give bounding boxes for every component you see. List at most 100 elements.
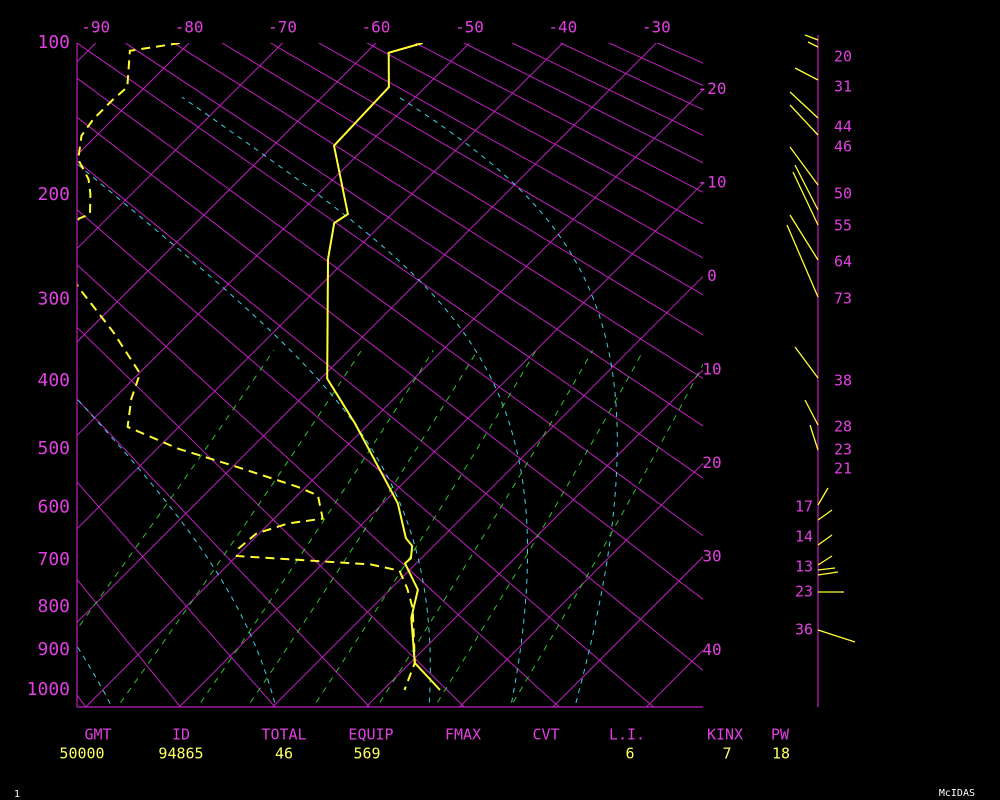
wind-barb <box>817 629 856 643</box>
y-tick-label: 400 <box>37 370 70 391</box>
wind-speed-label: 50 <box>834 185 852 203</box>
dry-adiabat <box>317 43 703 259</box>
wind-speed-label: 23 <box>834 441 852 459</box>
y-tick-label: 200 <box>37 184 70 205</box>
wind-speed-label: 36 <box>795 621 813 639</box>
right-tick-label: 40 <box>702 640 721 659</box>
y-tick-label: 100 <box>37 32 70 53</box>
wind-barb <box>817 487 829 506</box>
x-tick-label: -70 <box>268 18 297 37</box>
wind-speed-label: 28 <box>834 418 852 436</box>
wind-speed-label: 46 <box>834 138 852 156</box>
stat-value: 94865 <box>158 745 203 763</box>
wind-barb <box>804 34 819 41</box>
wind-speed-label: 21 <box>834 460 852 478</box>
wind-barb <box>809 424 819 451</box>
stat-header: GMT <box>84 726 111 744</box>
wind-barb <box>794 67 819 81</box>
dry-adiabat <box>124 43 703 427</box>
right-tick-label: 0 <box>707 266 717 285</box>
moist-adiabat <box>181 96 528 707</box>
isotherm <box>77 43 470 437</box>
stat-header: TOTAL <box>261 726 306 744</box>
stat-header: ID <box>172 726 190 744</box>
temperature-line <box>326 43 441 691</box>
wind-speed-label: 17 <box>795 498 813 516</box>
wind-barb <box>807 41 819 48</box>
right-tick-label: 20 <box>702 453 721 472</box>
wind-speed-label: 38 <box>834 372 852 390</box>
moist-adiabat <box>77 163 431 707</box>
stat-header: PW <box>771 726 790 744</box>
dry-adiabat <box>77 116 703 601</box>
x-tick-label: -50 <box>455 18 484 37</box>
y-tick-label: 1000 <box>27 679 70 700</box>
grid <box>77 43 703 707</box>
y-tick-label: 800 <box>37 596 70 617</box>
wind-barb <box>786 224 819 298</box>
stat-value: 18 <box>772 745 790 763</box>
curves <box>77 43 441 691</box>
x-tick-label: -80 <box>175 18 204 37</box>
isotherm <box>77 43 657 623</box>
wind-speed-label: 13 <box>795 558 813 576</box>
isotherm <box>77 43 283 250</box>
wind-speed-label: 23 <box>795 583 813 601</box>
wind-speed-label: 31 <box>834 78 852 96</box>
wind-barb <box>794 164 819 211</box>
isotherm <box>552 556 703 707</box>
wind-speed-label: 55 <box>834 217 852 235</box>
mixing-ratio-line <box>376 349 594 707</box>
wind-speed-label: 44 <box>834 118 852 136</box>
wind-barb <box>817 555 833 566</box>
stat-header: EQUIP <box>348 726 393 744</box>
y-tick-label: 900 <box>37 639 70 660</box>
stat-value: 6 <box>625 745 634 763</box>
mixing-ratio-line <box>312 349 537 707</box>
moist-adiabat <box>398 96 618 707</box>
isotherm <box>85 89 703 707</box>
dry-adiabat <box>77 43 703 479</box>
dry-adiabat <box>77 398 371 707</box>
stat-value: 569 <box>353 745 380 763</box>
y-tick-label: 500 <box>37 438 70 459</box>
dry-adiabat <box>77 578 182 707</box>
mixing-ratio-line <box>77 349 275 630</box>
stat-header: CVT <box>532 726 559 744</box>
isotherm <box>178 182 703 707</box>
stat-value: 7 <box>722 745 731 763</box>
mixing-ratio-line <box>509 363 703 707</box>
dewpoint-line <box>77 43 416 691</box>
x-tick-label: -90 <box>81 18 110 37</box>
dry-adiabat <box>77 264 560 707</box>
wind-barb <box>794 346 819 379</box>
right-tick-label: -10 <box>698 173 727 192</box>
moist-adiabat <box>77 398 277 707</box>
wind-barb <box>817 509 833 521</box>
wind-speed-label: 14 <box>795 528 813 546</box>
wind-barb <box>804 399 819 426</box>
right-tick-label: 30 <box>702 546 721 565</box>
stat-value: 50000 <box>59 745 104 763</box>
x-tick-label: -60 <box>362 18 391 37</box>
wind-barb <box>789 146 819 186</box>
y-tick-label: 700 <box>37 549 70 570</box>
mixing-ratio-line <box>116 349 362 707</box>
wind-barb <box>789 214 819 261</box>
y-tick-label: 600 <box>37 497 70 518</box>
dry-adiabat <box>77 326 466 707</box>
right-tick-label: 10 <box>702 360 721 379</box>
wind-speed-label: 73 <box>834 290 852 308</box>
dry-adiabat <box>77 160 703 671</box>
wind-barb <box>792 171 819 226</box>
footer-right: McIDAS <box>939 788 975 799</box>
dry-adiabat <box>172 43 703 380</box>
dry-adiabat <box>221 43 703 336</box>
x-tick-label: -30 <box>642 18 671 37</box>
wind-barb <box>817 567 836 571</box>
mixing-ratio-line <box>246 349 479 707</box>
mixing-ratio-line <box>433 349 644 707</box>
stat-header: FMAX <box>445 726 481 744</box>
isotherm <box>459 462 703 707</box>
